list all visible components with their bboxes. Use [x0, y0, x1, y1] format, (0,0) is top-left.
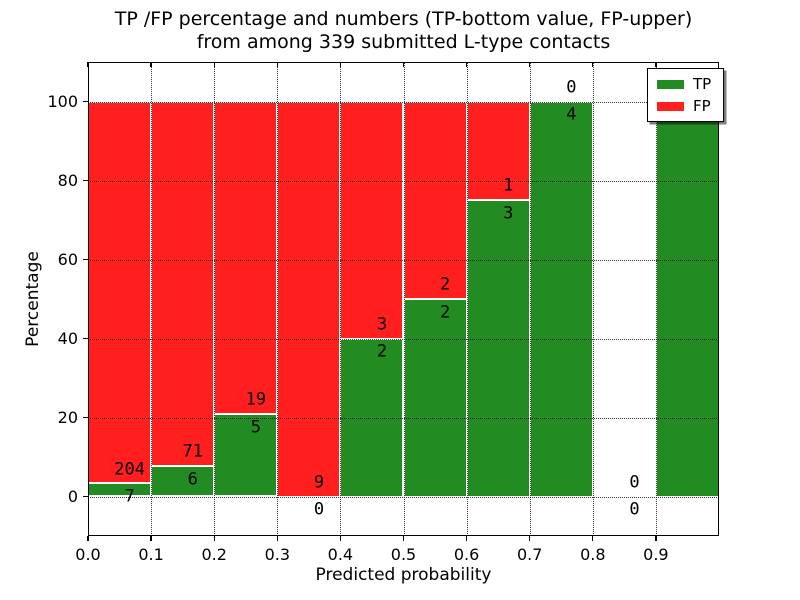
bar-fp-segment: [340, 101, 404, 339]
y-tick-label: 100: [47, 91, 78, 111]
x-tick-mark-top: [465, 62, 468, 67]
x-tick-mark-top: [150, 62, 152, 67]
x-tick-label: 0.0: [75, 545, 101, 564]
y-tick-mark: [83, 258, 88, 261]
x-tick-label: 0.5: [390, 545, 417, 564]
bar-tp-segment: [214, 414, 278, 497]
chart-title: TP /FP percentage and numbers (TP-bottom…: [88, 8, 719, 54]
x-tick-mark: [276, 536, 278, 541]
fp-count-label: 204: [114, 459, 145, 480]
x-gridline: [403, 62, 405, 536]
tp-color-swatch: [657, 79, 684, 89]
tp-count-label: 4: [566, 104, 577, 125]
y-tick-label: 80: [57, 170, 78, 190]
plot-area: 204771619590322213040010204060801000.00.…: [47, 62, 725, 564]
tp-count-label: 5: [250, 417, 261, 438]
x-tick-mark: [213, 536, 215, 541]
fp-count-label: 0: [629, 472, 640, 493]
y-tick-label: 0: [67, 486, 78, 506]
bar-tp-segment: [529, 101, 593, 497]
x-tick-label: 0.1: [138, 545, 164, 564]
chart-title-line1: TP /FP percentage and numbers (TP-bottom…: [114, 8, 693, 30]
x-gridline: [214, 62, 216, 536]
x-gridline: [151, 62, 153, 536]
tp-count-label: 7: [124, 486, 135, 507]
bar-fp-segment: [151, 101, 215, 466]
x-tick-label: 0.4: [327, 545, 354, 564]
y-tick-mark: [83, 179, 88, 182]
bar-fp-segment: [277, 101, 341, 497]
x-gridline: [529, 62, 531, 536]
x-tick-mark: [529, 536, 531, 541]
x-tick-mark: [87, 536, 89, 541]
fp-color-swatch: [657, 101, 684, 111]
x-axis-label: Predicted probability: [315, 565, 492, 585]
fp-count-label: 71: [182, 441, 203, 462]
bar-tp-segment: [403, 299, 467, 497]
x-tick-label: 0.6: [453, 545, 480, 564]
tp-count-label: 0: [629, 499, 640, 520]
bar-fp-segment: [214, 101, 278, 415]
x-tick-mark-top: [402, 62, 405, 67]
y-tick-mark: [83, 100, 88, 103]
x-tick-mark-top: [87, 62, 89, 67]
bar-tp-segment: [655, 101, 719, 497]
y-tick-mark: [83, 495, 88, 498]
x-tick-mark: [592, 536, 594, 541]
bar-tp-segment: [466, 200, 530, 497]
x-tick-label: 0.2: [201, 545, 227, 564]
x-gridline: [340, 62, 342, 536]
tp-count-label: 0: [313, 499, 325, 520]
fp-count-label: 2: [440, 274, 451, 295]
y-tick-mark: [83, 416, 88, 419]
x-tick-mark-top: [276, 62, 278, 67]
legend-entry-tp: TP: [657, 76, 711, 92]
x-gridline: [655, 62, 657, 536]
y-tick-label: 20: [57, 407, 78, 427]
fp-count-label: 3: [376, 314, 388, 335]
x-tick-mark-top: [339, 62, 342, 67]
y-tick-label: 60: [57, 249, 78, 269]
y-tick-mark: [83, 337, 88, 340]
x-tick-mark: [339, 536, 342, 541]
fp-count-label: 9: [313, 472, 325, 493]
tp-count-label: 3: [503, 203, 514, 224]
tp-count-label: 6: [187, 469, 198, 490]
fp-count-label: 19: [245, 389, 267, 410]
x-tick-mark: [465, 536, 468, 541]
x-tick-label: 0.3: [264, 545, 291, 564]
bar-fp-segment: [88, 101, 152, 484]
x-tick-mark-top: [213, 62, 215, 67]
x-tick-label: 0.7: [516, 545, 543, 564]
bar-fp-segment: [466, 101, 530, 201]
bar-tp-segment: [151, 465, 215, 497]
x-tick-mark-top: [655, 62, 657, 67]
x-gridline: [277, 62, 279, 536]
x-gridline: [466, 62, 468, 536]
fp-count-label: 0: [566, 77, 577, 98]
fp-count-label: 1: [503, 175, 514, 196]
chart-title-line2: from among 339 submitted L-type contacts: [196, 31, 611, 53]
x-tick-mark-top: [529, 62, 531, 67]
x-tick-mark: [655, 536, 657, 541]
legend-entry-fp: FP: [657, 98, 711, 114]
legend-label-tp: TP: [693, 75, 712, 93]
x-tick-mark-top: [592, 62, 594, 67]
bar-tp-segment: [88, 483, 152, 497]
legend-label-fp: FP: [693, 97, 711, 115]
x-tick-label: 0.9: [643, 545, 669, 564]
x-tick-mark: [150, 536, 152, 541]
x-tick-mark: [402, 536, 405, 541]
legend: TP FP: [647, 68, 725, 122]
y-tick-label: 40: [57, 328, 78, 348]
tp-count-label: 2: [376, 341, 388, 362]
tp-count-label: 2: [440, 302, 451, 323]
bar-fp-segment: [403, 101, 467, 299]
x-tick-label: 0.8: [580, 545, 606, 564]
x-gridline: [592, 62, 594, 536]
